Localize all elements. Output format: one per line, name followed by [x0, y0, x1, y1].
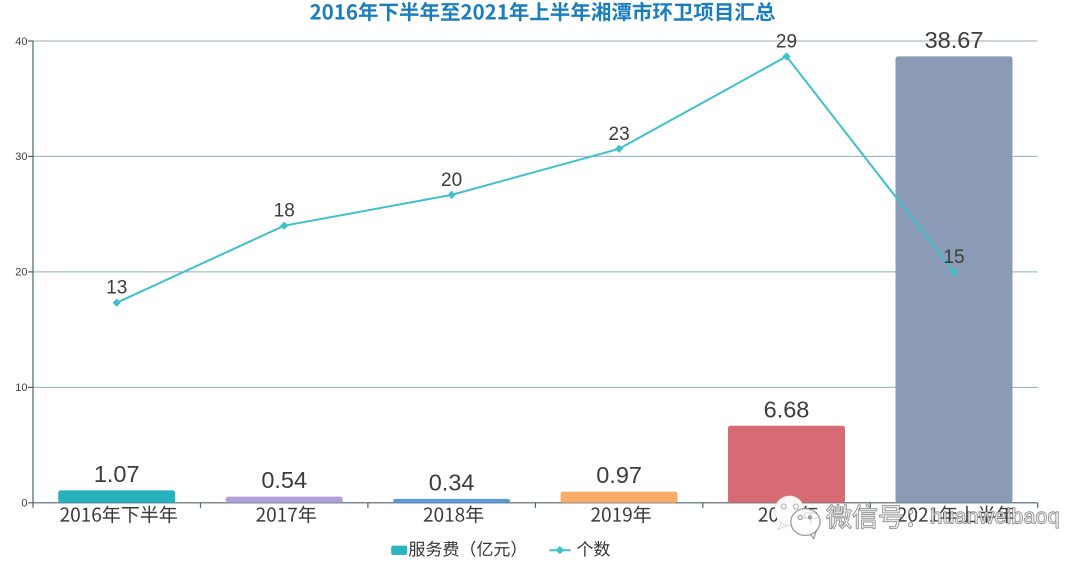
svg-text:6.68: 6.68: [764, 396, 810, 422]
svg-text:10: 10: [15, 382, 27, 394]
svg-text:1.07: 1.07: [94, 461, 140, 487]
svg-text:29: 29: [776, 31, 797, 52]
svg-text:0.34: 0.34: [429, 470, 475, 496]
svg-text:15: 15: [943, 247, 964, 268]
svg-text:18: 18: [274, 201, 295, 222]
svg-text:13: 13: [106, 278, 127, 299]
svg-text:20: 20: [15, 267, 27, 279]
svg-text:huanweibaoq: huanweibaoq: [931, 506, 1060, 529]
svg-text:40: 40: [15, 36, 27, 48]
svg-text:23: 23: [609, 124, 630, 145]
svg-text:0: 0: [21, 498, 27, 510]
svg-text:38.67: 38.67: [925, 27, 984, 53]
svg-text:30: 30: [15, 151, 27, 163]
svg-text:0.97: 0.97: [596, 462, 642, 488]
svg-text:20: 20: [441, 170, 462, 191]
svg-text:0.54: 0.54: [261, 467, 307, 493]
